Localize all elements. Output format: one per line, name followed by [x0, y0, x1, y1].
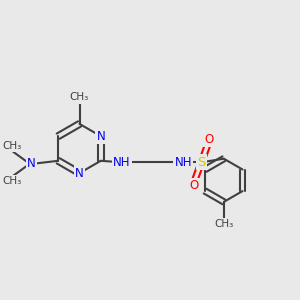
Text: CH₃: CH₃ — [2, 141, 21, 152]
Text: O: O — [204, 133, 213, 146]
Text: CH₃: CH₃ — [70, 92, 89, 103]
Text: S: S — [197, 156, 206, 169]
Text: CH₃: CH₃ — [2, 176, 21, 186]
Text: N: N — [75, 167, 84, 180]
Text: CH₃: CH₃ — [214, 219, 233, 229]
Text: NH: NH — [113, 156, 130, 169]
Text: N: N — [96, 130, 105, 143]
Text: N: N — [27, 157, 36, 170]
Text: O: O — [189, 179, 198, 192]
Text: NH: NH — [175, 156, 192, 169]
